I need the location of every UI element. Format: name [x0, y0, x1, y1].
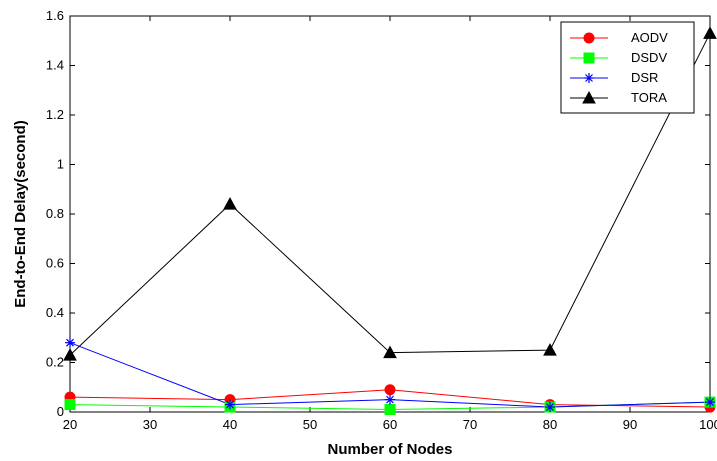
y-tick-label: 1.2 — [46, 107, 64, 122]
y-axis-ticks: 0 0.2 0.4 0.6 0.8 1 1.2 1.4 1.6 — [46, 8, 710, 419]
tora-data-point — [223, 197, 237, 210]
y-tick-label: 0.4 — [46, 305, 64, 320]
legend-box — [560, 21, 695, 114]
legend-dsdv-label: DSDV — [631, 50, 667, 65]
series-markers — [63, 26, 717, 416]
y-tick-label: 1 — [57, 157, 64, 172]
aodv-data-point — [384, 384, 396, 396]
x-tick-label: 60 — [383, 417, 397, 432]
legend-dsr-marker — [584, 73, 594, 83]
dsr-data-point — [65, 337, 75, 348]
y-tick-label: 0.8 — [46, 206, 64, 221]
dsdv-data-point — [64, 399, 76, 411]
legend-dsr-label: DSR — [631, 70, 658, 85]
tora-data-point — [383, 345, 397, 359]
tora-data-point — [543, 343, 557, 356]
dsr-data-point — [545, 402, 555, 413]
legend-tora-label: TORA — [631, 90, 667, 105]
x-tick-label: 40 — [223, 417, 237, 432]
y-axis-label: End-to-End Delay(second) — [12, 120, 29, 308]
legend-dsdv-marker — [583, 52, 595, 64]
x-tick-label: 80 — [543, 417, 557, 432]
x-tick-label: 50 — [303, 417, 317, 432]
legend-aodv-marker — [583, 32, 595, 44]
tora-data-point — [703, 26, 717, 39]
legend-tora-marker — [582, 90, 596, 104]
dsdv-data-point — [384, 404, 396, 416]
x-tick-label: 70 — [463, 417, 477, 432]
x-tick-label: 90 — [623, 417, 637, 432]
y-tick-label: 1.4 — [46, 58, 64, 73]
dsr-data-point — [225, 399, 235, 410]
x-tick-label: 100 — [699, 417, 717, 432]
legend: AODV DSDV DSR TORA — [560, 21, 695, 114]
y-tick-label: 0 — [57, 404, 64, 419]
dsr-data-point — [385, 394, 395, 405]
dsr-data-point — [705, 397, 715, 408]
x-tick-label: 20 — [63, 417, 77, 432]
y-tick-label: 0.6 — [46, 256, 64, 271]
y-tick-label: 1.6 — [46, 8, 64, 23]
x-tick-label: 30 — [143, 417, 157, 432]
tora-data-point — [63, 348, 77, 361]
legend-aodv-label: AODV — [631, 30, 668, 45]
y-tick-label: 0.2 — [46, 355, 64, 370]
x-axis-label: Number of Nodes — [327, 441, 452, 458]
